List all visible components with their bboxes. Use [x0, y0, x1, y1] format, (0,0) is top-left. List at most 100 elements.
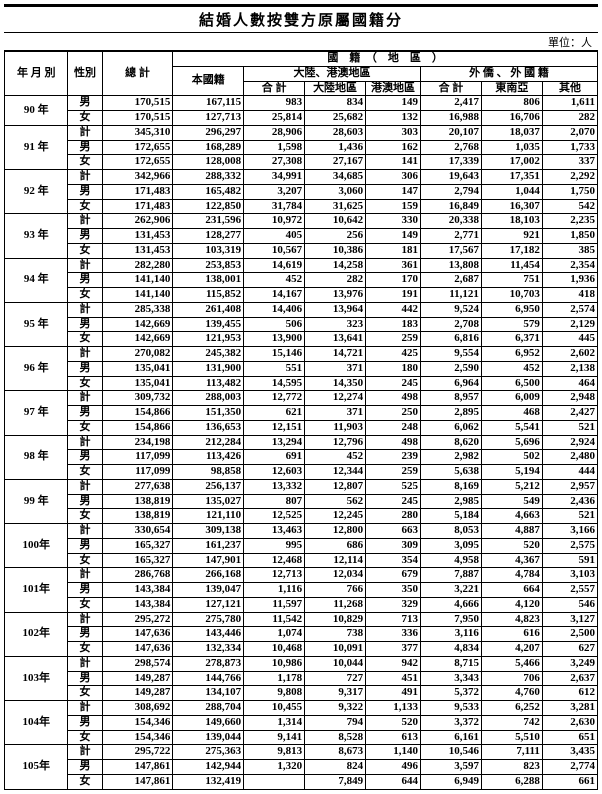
table-row: 男147,636143,4461,0747383363,1166162,500 — [5, 627, 598, 642]
value-cell: 1,178 — [244, 671, 305, 686]
value-cell: 5,510 — [481, 730, 542, 745]
value-cell: 350 — [366, 583, 421, 598]
value-cell: 170,515 — [102, 111, 173, 126]
value-cell: 418 — [542, 288, 597, 303]
sex-cell: 女 — [68, 730, 102, 745]
value-cell: 706 — [481, 671, 542, 686]
value-cell: 7,111 — [481, 745, 542, 760]
value-cell: 149,660 — [173, 715, 244, 730]
value-cell: 9,808 — [244, 686, 305, 701]
value-cell: 5,638 — [420, 465, 481, 480]
value-cell: 664 — [481, 583, 542, 598]
table-row: 男147,861142,9441,3208244963,5978232,774 — [5, 760, 598, 775]
value-cell: 330 — [366, 214, 421, 229]
value-cell: 12,796 — [305, 435, 366, 450]
value-cell: 1,035 — [481, 140, 542, 155]
value-cell: 6,964 — [420, 376, 481, 391]
value-cell: 309,138 — [173, 524, 244, 539]
value-cell: 121,953 — [173, 332, 244, 347]
value-cell: 303 — [366, 125, 421, 140]
value-cell: 10,703 — [481, 288, 542, 303]
value-cell: 8,528 — [305, 730, 366, 745]
value-cell: 4,760 — [481, 686, 542, 701]
value-cell: 131,453 — [102, 243, 173, 258]
value-cell: 14,619 — [244, 258, 305, 273]
value-cell: 282 — [305, 273, 366, 288]
value-cell: 282 — [542, 111, 597, 126]
table-row: 女172,655128,00827,30827,16714117,33917,0… — [5, 155, 598, 170]
value-cell: 139,047 — [173, 583, 244, 598]
sex-cell: 男 — [68, 96, 102, 111]
value-cell: 138,819 — [102, 494, 173, 509]
value-cell: 149,287 — [102, 671, 173, 686]
value-cell: 2,895 — [420, 406, 481, 421]
value-cell: 329 — [366, 597, 421, 612]
value-cell: 170 — [366, 273, 421, 288]
col-mainland: 大陸地區 — [305, 81, 366, 96]
table-row: 男138,819135,0278075622452,9855492,436 — [5, 494, 598, 509]
value-cell: 117,099 — [102, 465, 173, 480]
value-cell: 11,597 — [244, 597, 305, 612]
value-cell: 288,003 — [173, 391, 244, 406]
table-row: 女138,819121,11012,52512,2452805,1844,663… — [5, 509, 598, 524]
value-cell: 17,002 — [481, 155, 542, 170]
value-cell: 12,468 — [244, 553, 305, 568]
table-row: 男171,483165,4823,2073,0601472,7941,0441,… — [5, 184, 598, 199]
year-cell: 92 年 — [5, 170, 68, 214]
value-cell: 496 — [366, 760, 421, 775]
value-cell: 245 — [366, 494, 421, 509]
sex-cell: 計 — [68, 745, 102, 760]
value-cell: 2,924 — [542, 435, 597, 450]
value-cell: 16,307 — [481, 199, 542, 214]
value-cell: 142,669 — [102, 332, 173, 347]
value-cell: 983 — [244, 96, 305, 111]
value-cell: 2,500 — [542, 627, 597, 642]
sex-cell: 男 — [68, 494, 102, 509]
value-cell: 491 — [366, 686, 421, 701]
value-cell: 285,338 — [102, 302, 173, 317]
table-row: 98 年計234,198212,28413,29412,7964988,6205… — [5, 435, 598, 450]
sex-cell: 女 — [68, 597, 102, 612]
value-cell: 127,121 — [173, 597, 244, 612]
value-cell: 14,595 — [244, 376, 305, 391]
table-row: 男172,655168,2891,5981,4361622,7681,0351,… — [5, 140, 598, 155]
value-cell: 621 — [244, 406, 305, 421]
value-cell: 8,053 — [420, 524, 481, 539]
value-cell: 231,596 — [173, 214, 244, 229]
value-cell: 1,133 — [366, 701, 421, 716]
value-cell: 613 — [366, 730, 421, 745]
value-cell: 17,567 — [420, 243, 481, 258]
value-cell: 451 — [366, 671, 421, 686]
value-cell: 10,044 — [305, 656, 366, 671]
value-cell: 1,320 — [244, 760, 305, 775]
value-cell: 19,643 — [420, 170, 481, 185]
value-cell: 12,274 — [305, 391, 366, 406]
value-cell: 139,044 — [173, 730, 244, 745]
value-cell: 8,673 — [305, 745, 366, 760]
value-cell: 549 — [481, 494, 542, 509]
value-cell: 151,350 — [173, 406, 244, 421]
value-cell: 162 — [366, 140, 421, 155]
value-cell: 6,371 — [481, 332, 542, 347]
sex-cell: 女 — [68, 553, 102, 568]
sex-cell: 計 — [68, 214, 102, 229]
value-cell: 506 — [244, 317, 305, 332]
value-cell: 14,721 — [305, 347, 366, 362]
value-cell: 8,957 — [420, 391, 481, 406]
value-cell: 10,386 — [305, 243, 366, 258]
value-cell: 4,887 — [481, 524, 542, 539]
value-cell: 9,554 — [420, 347, 481, 362]
value-cell: 103,319 — [173, 243, 244, 258]
value-cell: 7,849 — [305, 774, 366, 789]
value-cell: 159 — [366, 199, 421, 214]
value-cell: 10,986 — [244, 656, 305, 671]
value-cell: 6,009 — [481, 391, 542, 406]
value-cell: 2,708 — [420, 317, 481, 332]
sex-cell: 男 — [68, 583, 102, 598]
value-cell: 4,367 — [481, 553, 542, 568]
value-cell: 807 — [244, 494, 305, 509]
value-cell: 167,115 — [173, 96, 244, 111]
value-cell: 546 — [542, 597, 597, 612]
value-cell: 738 — [305, 627, 366, 642]
value-cell: 147,636 — [102, 627, 173, 642]
